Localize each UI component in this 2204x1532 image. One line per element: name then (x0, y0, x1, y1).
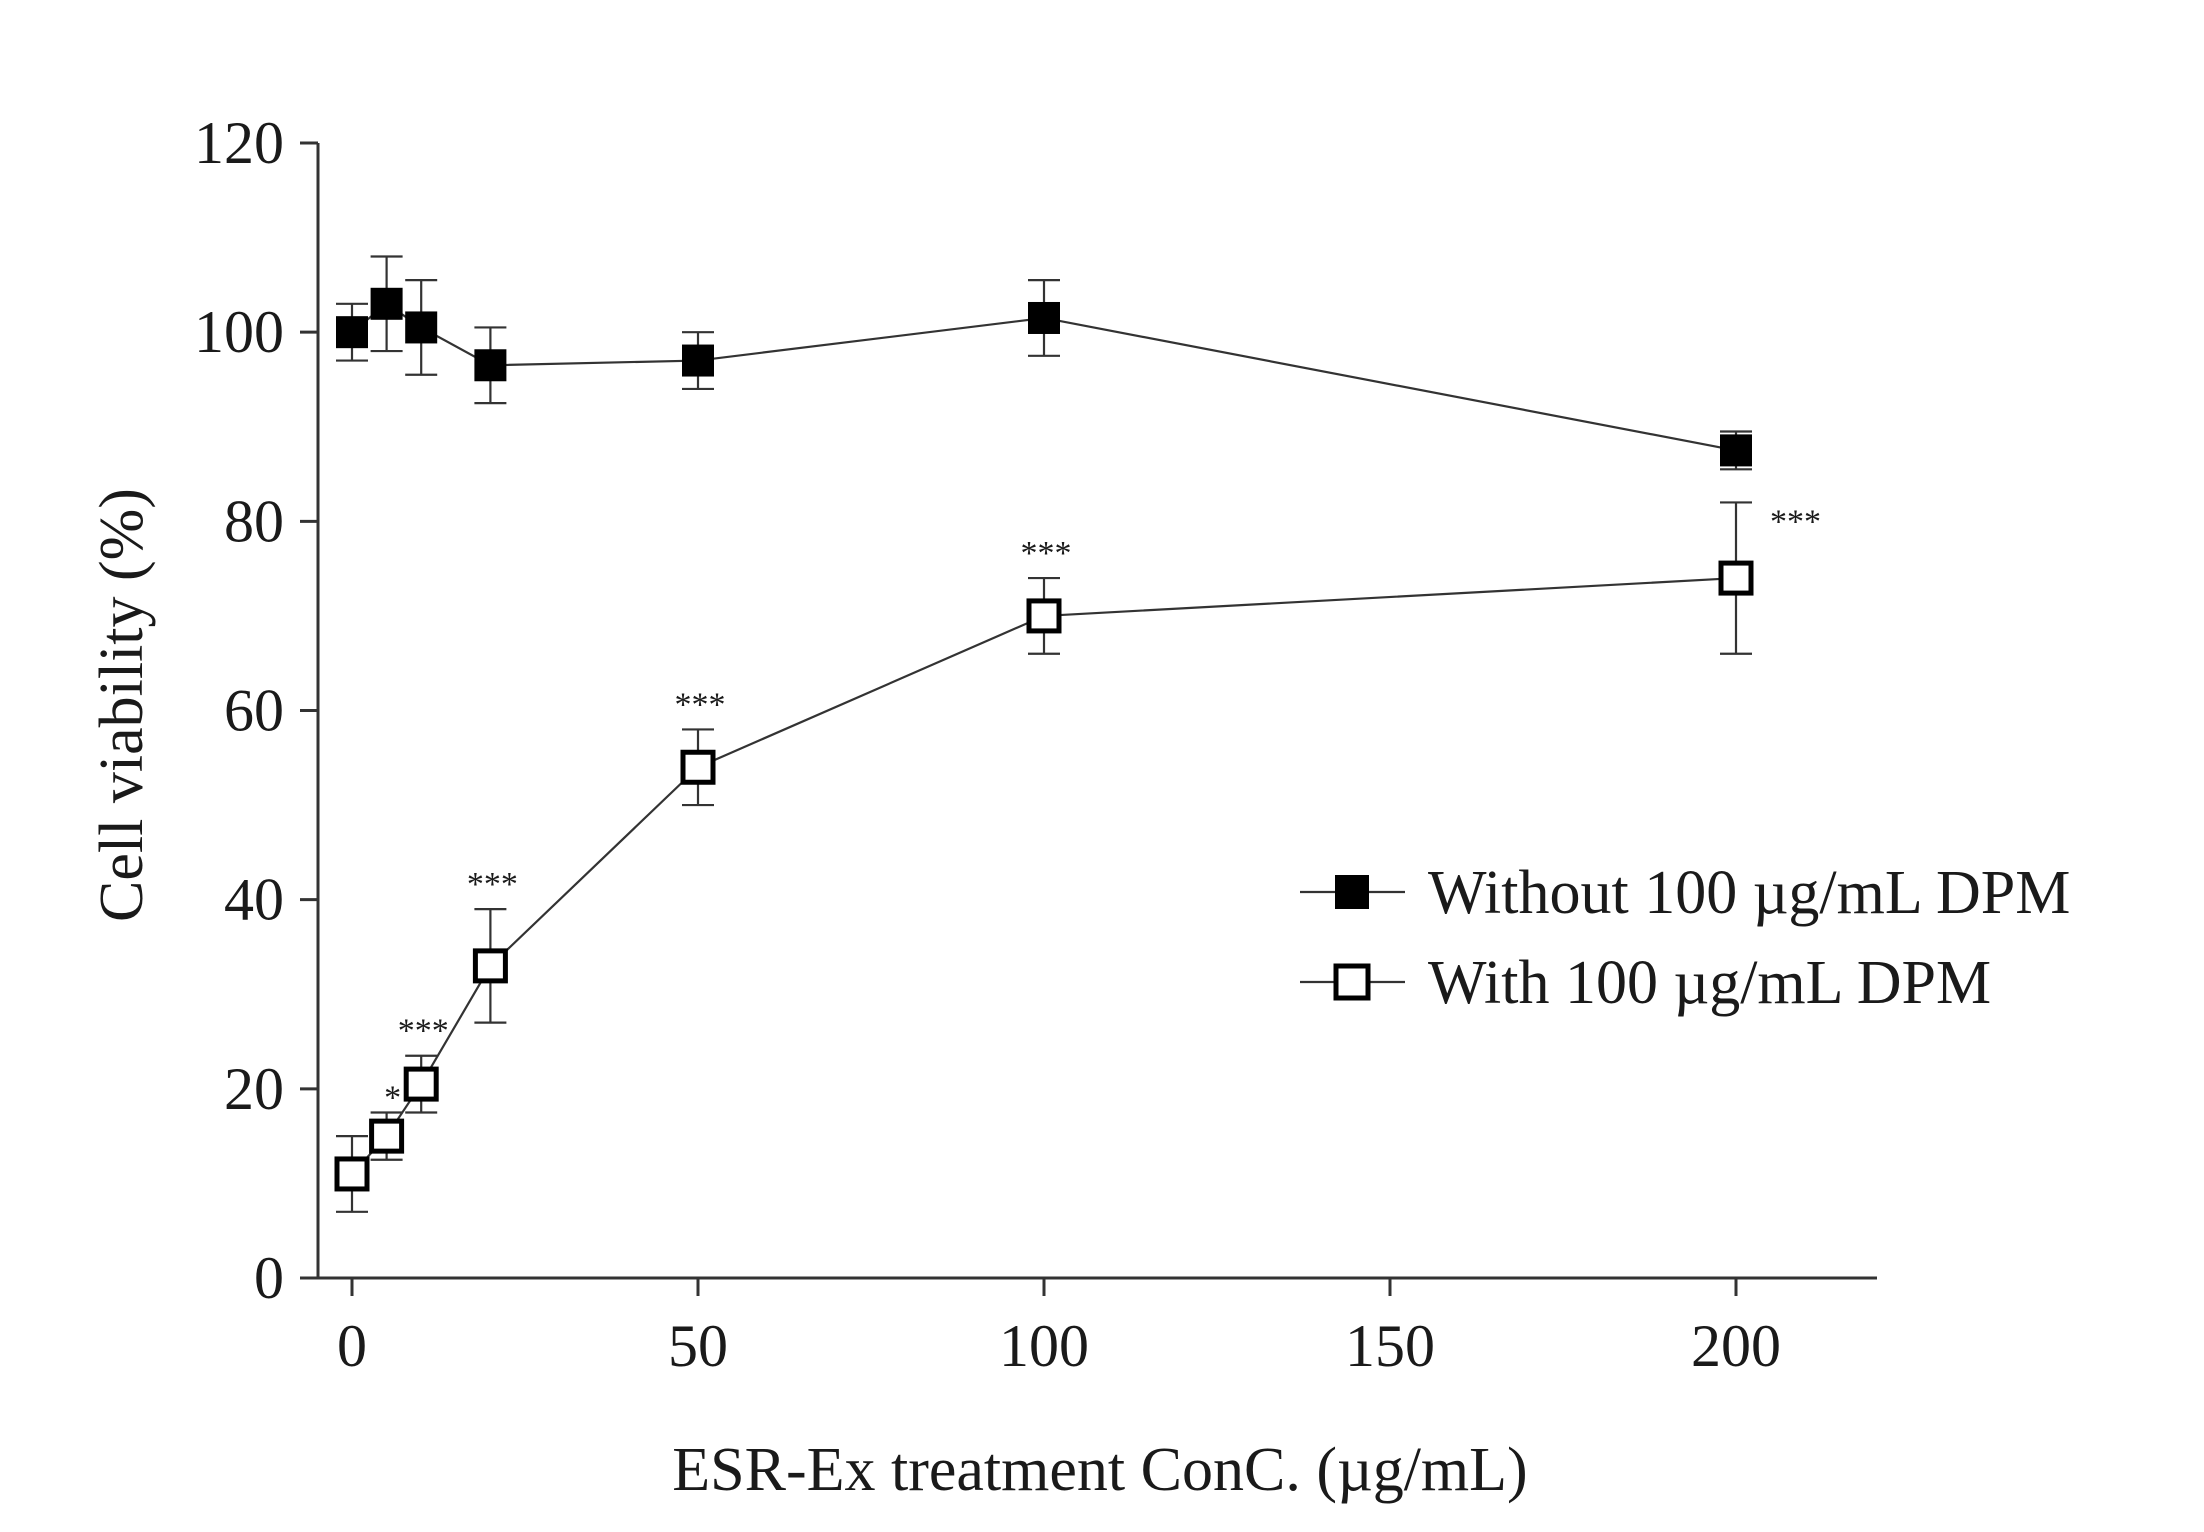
chart: 0 20 40 60 80 100 120 0 50 100 150 200 ESR-Ex trea… (0, 0, 2204, 1532)
legend-marker-open-square (1336, 966, 1368, 998)
x-tick-label: 100 (999, 1313, 1089, 1379)
legend-marker-filled-square (1336, 876, 1368, 908)
data-point-filled-square (372, 289, 402, 319)
x-tick-label: 150 (1345, 1313, 1435, 1379)
y-tick-label: 80 (224, 488, 284, 554)
y-tick-label: 120 (194, 110, 284, 176)
series-with-dpm: **************** (336, 502, 1821, 1211)
data-point-open-square (337, 1159, 367, 1189)
significance-label: *** (1021, 535, 1072, 572)
data-point-open-square (406, 1069, 436, 1099)
data-point-filled-square (1029, 303, 1059, 333)
x-tick-label: 0 (337, 1313, 367, 1379)
legend-label: With 100 µg/mL DPM (1428, 949, 1991, 1017)
plot-area: **************** (336, 257, 1821, 1212)
x-ticks: 0 50 100 150 200 (337, 1278, 1781, 1379)
series-without-dpm (336, 257, 1752, 470)
data-point-filled-square (1721, 435, 1751, 465)
y-ticks: 0 20 40 60 80 100 120 (194, 110, 318, 1311)
data-point-filled-square (337, 317, 367, 347)
data-point-open-square (372, 1121, 402, 1151)
significance-label: *** (675, 686, 726, 723)
y-axis-title: Cell viability (%) (88, 488, 156, 922)
x-tick-label: 200 (1691, 1313, 1781, 1379)
legend-label: Without 100 µg/mL DPM (1428, 859, 2070, 927)
data-point-open-square (475, 951, 505, 981)
y-tick-label: 20 (224, 1056, 284, 1122)
legend-item-with-dpm: With 100 µg/mL DPM (1300, 949, 1991, 1017)
data-point-filled-square (406, 312, 436, 342)
y-tick-label: 60 (224, 678, 284, 744)
y-tick-label: 100 (194, 299, 284, 365)
significance-label: * (384, 1079, 401, 1116)
axes (300, 143, 1877, 1278)
data-point-filled-square (683, 346, 713, 376)
data-point-open-square (683, 752, 713, 782)
data-point-open-square (1721, 563, 1751, 593)
legend-item-without-dpm: Without 100 µg/mL DPM (1300, 859, 2070, 927)
data-point-filled-square (475, 350, 505, 380)
significance-label: *** (1770, 503, 1821, 540)
x-axis-title: ESR-Ex treatment ConC. (µg/mL) (672, 1436, 1527, 1504)
data-point-open-square (1029, 601, 1059, 631)
y-tick-label: 0 (254, 1245, 284, 1311)
y-tick-label: 40 (224, 867, 284, 933)
significance-label: *** (467, 866, 518, 903)
x-tick-label: 50 (668, 1313, 728, 1379)
significance-label: *** (398, 1013, 449, 1050)
legend: Without 100 µg/mL DPM With 100 µg/mL DPM (1300, 859, 2070, 1017)
